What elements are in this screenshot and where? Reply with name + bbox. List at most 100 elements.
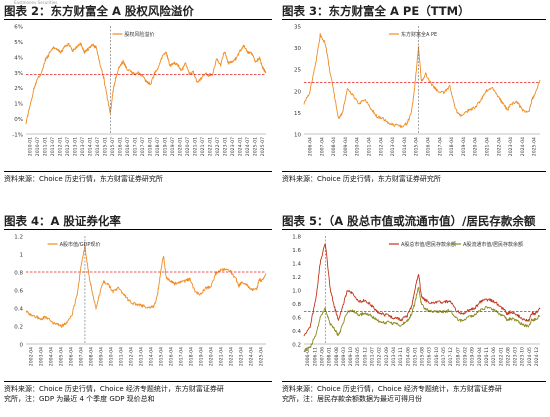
x-tick-label: 2010-05 [355, 347, 361, 366]
x-tick-label: 2015-04 [414, 137, 420, 156]
source-line: 资料来源：Choice 历史行情，Choice 经济专题统计，东方财富证券研 [4, 385, 224, 393]
x-tick-label: 2014-06 [405, 347, 411, 366]
y-tick-label: 0.2 [14, 325, 23, 331]
series-line [303, 32, 541, 128]
x-tick-label: 2012-02 [377, 347, 383, 366]
chart-equity-risk-premium: -1%0%1%2%3%4%5%6%2010-01 2010-07 2011-01 20… [12, 25, 267, 156]
source-note: 资料来源：Choice 历史行情，东方财富证券研究所 [4, 171, 272, 191]
y-tick-label: 0.4 [14, 307, 23, 313]
x-tick-label: 2013-11 [398, 347, 404, 366]
x-tick-label: 2025-07 [260, 137, 266, 156]
y-tick-label: 10 [294, 133, 301, 139]
x-tick-label: 2023-04 [239, 347, 245, 366]
x-tick-label: 2010-04 [355, 137, 361, 156]
x-tick-label: 2007-06 [319, 347, 325, 366]
x-tick-label: 2004-04 [49, 347, 55, 366]
y-tick-label: 0.4 [292, 329, 301, 335]
x-tick-label: 2015-07 [110, 137, 116, 156]
x-tick-label: 2016-04 [169, 347, 175, 366]
x-tick-label: 2022-08 [505, 347, 511, 366]
x-tick-label: 2025-04 [532, 137, 538, 156]
x-tick-label: 2017-01 [132, 137, 138, 156]
x-tick-label: 2014-04 [402, 137, 408, 156]
x-tick-label: 2009-10 [348, 347, 354, 366]
x-tick-label: 2007-04 [319, 137, 325, 156]
x-tick-label: 2022-01 [498, 347, 504, 366]
series-line [25, 42, 267, 125]
y-tick-label: 0.6 [292, 316, 301, 322]
x-tick-label: 2012-09 [384, 347, 390, 366]
y-tick-label: 5% [14, 40, 23, 46]
x-tick-label: 2024-12 [534, 347, 540, 366]
x-tick-label: 2020-01 [177, 137, 183, 156]
panel-title: 图表 4：A 股证券化率 [4, 213, 272, 230]
x-tick-label: 2011-04 [367, 137, 373, 156]
y-tick-label: 0% [14, 117, 23, 123]
series-line [303, 286, 541, 353]
x-tick-label: 2023-03 [513, 347, 519, 366]
x-tick-label: 2006-04 [69, 347, 75, 366]
x-tick-label: 2021-06 [491, 347, 497, 366]
x-tick-label: 2017-07 [140, 137, 146, 156]
x-tick-label: 2006-04 [308, 137, 314, 156]
x-tick-label: 2008-08 [334, 347, 340, 366]
x-tick-label: 2020-11 [484, 347, 490, 366]
x-tick-label: 2022-01 [207, 137, 213, 156]
y-tick-label: -1% [12, 133, 23, 139]
x-tick-label: 2018-04 [189, 347, 195, 366]
x-tick-label: 2015-04 [159, 347, 165, 366]
x-tick-label: 2015-08 [420, 347, 426, 366]
source-line: 究所，注：居民存款余额数据为最近可得月份 [282, 395, 422, 403]
legend-label: A股流通市值/居民存款余额 [463, 241, 523, 248]
x-tick-label: 2019-09 [470, 347, 476, 366]
y-tick-label: 1.0 [292, 289, 301, 295]
x-tick-label: 2023-01 [222, 137, 228, 156]
panel-equity-risk-premium: 图表 2：东方财富全 A 股权风险溢价 -1% 0% 1% 2% 3% 4% 5% 6% 201… [4, 3, 272, 191]
x-tick-label: 2015-01 [412, 347, 418, 366]
x-tick-label: 2022-04 [229, 347, 235, 366]
x-tick-label: 2011-01 [42, 137, 48, 156]
y-tick-label: 3% [14, 71, 23, 77]
x-tick-label: 2021-07 [200, 137, 206, 156]
x-tick-label: 2014-01 [87, 137, 93, 156]
y-tick-label: 6% [14, 25, 23, 31]
y-tick-label: 2% [14, 86, 23, 92]
x-tick-label: 2011-04 [119, 347, 125, 366]
legend-label: 股权风险溢价 [124, 31, 154, 38]
x-tick-label: 2014-07 [95, 137, 101, 156]
x-tick-label: 2019-07 [170, 137, 176, 156]
x-tick-label: 2009-03 [341, 347, 347, 366]
x-tick-label: 2022-07 [215, 137, 221, 156]
x-tick-label: 2017-12 [448, 347, 454, 366]
x-tick-label: 2013-01 [72, 137, 78, 156]
x-tick-label: 2011-07 [50, 137, 56, 156]
x-tick-label: 2019-04 [461, 137, 467, 156]
x-tick-label: 2021-01 [192, 137, 198, 156]
source-line: 资料来源：Choice 历史行情，Choice 经济专题统计，东方财富证券研 [282, 385, 502, 393]
y-tick-label: 30 [294, 46, 301, 52]
x-tick-label: 2016-10 [434, 347, 440, 366]
y-tick-label: 1.8 [292, 235, 301, 241]
x-tick-label: 2006-11 [312, 347, 318, 366]
y-tick-label: 1.2 [14, 235, 23, 241]
series-line [25, 244, 267, 328]
x-tick-label: 2020-04 [477, 347, 483, 366]
x-tick-label: 2019-04 [199, 347, 205, 366]
x-tick-label: 2014-04 [149, 347, 155, 366]
y-tick-label: 25 [294, 68, 301, 74]
x-tick-label: 2018-04 [449, 137, 455, 156]
x-tick-label: 2013-04 [390, 137, 396, 156]
y-tick-label: 0.6 [14, 289, 23, 295]
x-tick-label: 2025-04 [259, 347, 265, 366]
x-tick-label: 2009-04 [99, 347, 105, 366]
x-tick-label: 2020-07 [185, 137, 191, 156]
source-note: 资料来源：Choice 历史行情，Choice 经济专题统计，东方财富证券研 究… [4, 381, 272, 413]
x-tick-label: 2024-04 [249, 347, 255, 366]
x-tick-label: 2015-01 [102, 137, 108, 156]
x-tick-label: 2024-05 [527, 347, 533, 366]
x-tick-label: 2020-04 [209, 347, 215, 366]
x-tick-label: 2005-04 [59, 347, 65, 366]
x-tick-label: 2016-01 [117, 137, 123, 156]
x-tick-label: 2024-04 [520, 137, 526, 156]
x-tick-label: 2019-02 [463, 347, 469, 366]
